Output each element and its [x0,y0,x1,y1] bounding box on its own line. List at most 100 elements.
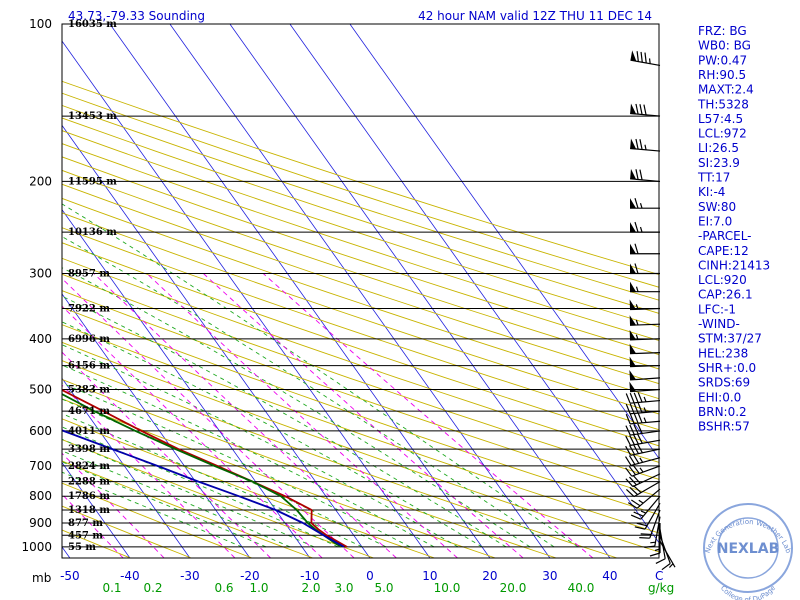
height-label: 6996 m [68,334,110,345]
dry-adiabat-line [62,505,192,558]
index-readout: CINH:21413 [698,258,770,272]
wind-barb [625,392,661,404]
temperature-tick-label: 10 [422,569,437,583]
index-readout: SRDS:69 [698,376,750,390]
index-readout: L57:4.5 [698,112,743,126]
dry-adiabat-line [62,183,659,385]
height-label: 10136 m [68,227,117,238]
wind-barb [629,343,661,355]
index-readout: PW:0.47 [698,53,747,67]
height-label: 16035 m [68,19,117,30]
temperature-axis-labels: -50 -40 -30 -20 -10 0 10 20 30 40 [60,569,617,583]
dry-adiabat-line [62,169,659,370]
index-readout: LFC:-1 [698,302,736,316]
mixing-ratio-line [62,277,355,558]
height-label: 11595 m [68,176,117,187]
isotherm-line [62,124,371,558]
pressure-tick-label: 500 [29,383,52,397]
moist-adiabat-line [62,438,315,548]
mixing-ratio-line [203,273,524,558]
mixing-ratio-line [93,273,397,558]
moist-adiabat-line [62,398,387,548]
pressure-tick-label: 600 [29,424,52,438]
height-label: 13453 m [68,111,117,122]
wind-barb [630,50,661,66]
wind-barb [659,540,676,568]
dry-adiabat-line [62,212,659,415]
wet-bulb-trace [62,429,345,548]
mixing-ratio-tick-label: 10.0 [434,581,461,595]
pressure-tick-label: 100 [29,17,52,31]
height-label: 3398 m [68,444,110,455]
wind-barb [629,329,661,341]
index-readout: RH:90.5 [698,68,746,82]
dry-adiabat-line [62,197,659,400]
pressure-tick-label: 800 [29,489,52,503]
nexlab-logo: Next Generation Weather Lab College of D… [703,503,793,600]
wind-barb [629,299,661,311]
dry-adiabat-line [62,143,659,342]
mixing-ratio-tick-label: 1.0 [249,581,268,595]
height-labels: 16035 m 13453 m 11595 m 10136 m 8957 m 7922 m… [68,19,117,553]
dry-adiabat-line [62,92,659,288]
dry-adiabat-line [62,439,374,558]
logo-main-text: NEXLAB [717,541,780,557]
height-label: 55 m [68,542,96,553]
dry-adiabat-line [62,290,659,498]
moist-adiabat-line [62,413,363,548]
mixing-ratio-line [62,493,124,558]
dry-adiabat-line [62,379,557,558]
dry-adiabat-line [62,324,659,534]
index-readout: -WIND- [698,317,740,331]
sounding-location: 43.73,-79.33 Sounding [68,9,205,23]
wind-barb [629,315,661,326]
pressure-tick-label: 1000 [21,540,52,554]
wind-barb [625,402,661,415]
index-readout: EI:7.0 [698,214,732,228]
pressure-unit-label: mb [32,571,51,585]
mixing-ratio-line [262,273,594,558]
wind-barb [630,168,661,183]
height-label: 2824 m [68,461,110,472]
dry-adiabat-line [62,156,659,356]
height-label: 2288 m [68,477,110,488]
index-readout: SHR+:0.0 [698,361,756,375]
pressure-tick-label: 700 [29,459,52,473]
dry-adiabat-line [62,529,131,558]
temperature-tick-label: -40 [120,569,140,583]
wind-barb [639,509,661,539]
wind-barb [625,433,661,446]
index-readout: SW:80 [698,200,736,214]
mixing-ratio-tick-label: 40.0 [568,581,595,595]
mixing-ratio-labels: 0.1 0.2 0.6 1.0 2.0 3.0 5.0 10.0 20.0 40.0 [102,581,594,595]
pressure-axis-labels: 100 200 300 400 500 600 700 800 900 1000 [21,17,52,554]
pressure-tick-label: 200 [29,174,52,188]
index-readout: SI:23.9 [698,156,740,170]
temperature-tick-label: 20 [482,569,497,583]
isotherm-line [289,24,659,544]
dry-adiabat-line [62,360,618,558]
index-readout: WB0: BG [698,39,751,53]
dry-adiabat-line [62,130,659,328]
pressure-tick-label: 300 [29,266,52,280]
dry-adiabat-line [62,80,659,276]
moist-adiabat-line [62,364,435,548]
height-label: 457 m [68,530,103,541]
mixing-ratio-tick-label: 20.0 [500,581,527,595]
temperature-tick-label: 40 [602,569,617,583]
wind-barb [627,488,661,509]
dry-adiabat-line [62,257,659,463]
wind-barb [626,481,661,498]
isotherm-line [62,40,431,558]
dry-adiabat-line [62,227,659,431]
dry-adiabat-line [62,460,314,558]
isotherm-line [62,293,251,558]
temperature-tick-label: -20 [240,569,260,583]
wind-barb [630,263,660,275]
temperature-tick-label: 30 [542,569,557,583]
wind-barb [629,369,661,381]
wind-barb [630,243,660,255]
index-readout: FRZ: BG [698,24,747,38]
moist-adiabat-line [62,295,507,548]
